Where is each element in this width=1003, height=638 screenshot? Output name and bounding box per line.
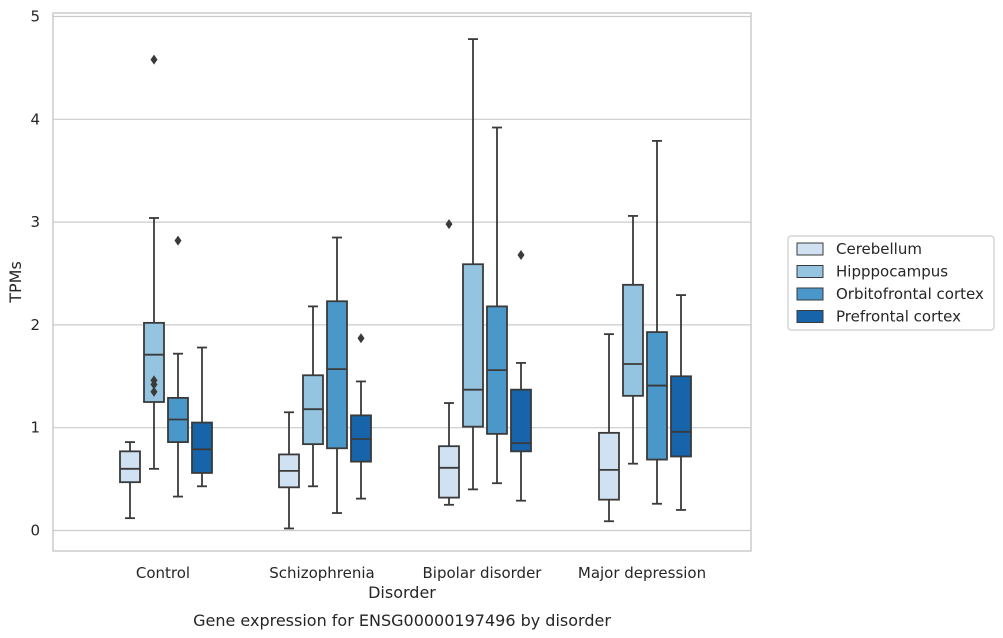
x-axis-title: Disorder (368, 583, 436, 602)
iqr-box (191, 421, 213, 474)
iqr-box (326, 300, 348, 450)
iqr-box (622, 283, 644, 397)
x-tick-label: Bipolar disorder (423, 564, 543, 582)
box-cerebellum (278, 411, 300, 530)
x-tick-labels: Control Schizophrenia Bipolar disorder Majo… (136, 564, 706, 582)
outlier-point (174, 235, 182, 246)
y-axis-title: TPMs (6, 261, 25, 304)
box-prefrontal-cortex (191, 346, 213, 488)
box-cerebellum (119, 441, 141, 520)
iqr-box (462, 263, 484, 428)
box-prefrontal-cortex (510, 249, 532, 502)
iqr-box (143, 321, 165, 403)
legend-label: Cerebellum (836, 240, 922, 258)
chart-caption: Gene expression for ENSG00000197496 by d… (193, 611, 611, 630)
legend-swatch (796, 242, 824, 256)
iqr-box (438, 445, 460, 499)
x-tick-label: Control (136, 564, 190, 582)
box-orbitofrontal-cortex (486, 126, 508, 485)
box-orbitofrontal-cortex (167, 235, 189, 498)
iqr-box (646, 331, 668, 461)
y-tick-label: 5 (30, 8, 40, 26)
x-tick-label: Major depression (578, 564, 706, 582)
outlier-point (517, 249, 525, 260)
y-tick-label: 1 (30, 419, 40, 437)
outlier-point (150, 386, 158, 397)
y-tick-label: 2 (30, 316, 40, 334)
legend-label: Orbitofrontal cortex (836, 285, 984, 303)
outlier-point (150, 54, 158, 65)
outlier-point (445, 219, 453, 230)
box-hipppocampus (622, 215, 644, 465)
outlier-point (357, 333, 365, 344)
y-tick-label: 3 (30, 213, 40, 231)
y-tick-label: 0 (30, 522, 40, 540)
legend-label: Hipppocampus (836, 263, 948, 281)
box-cerebellum (598, 333, 620, 523)
box-hipppocampus (302, 305, 324, 488)
iqr-box (598, 431, 620, 501)
iqr-box (670, 375, 692, 458)
box-hipppocampus (143, 54, 165, 470)
box-prefrontal-cortex (350, 333, 372, 500)
legend: Cerebellum Hipppocampus Orbitofrontal cort… (787, 235, 995, 331)
box-cerebellum (438, 219, 460, 506)
box-prefrontal-cortex (670, 294, 692, 511)
box-orbitofrontal-cortex (326, 236, 348, 514)
legend-swatch (796, 265, 824, 278)
box-layer (119, 38, 692, 530)
plot-frame (52, 12, 752, 552)
legend-frame (787, 235, 995, 331)
legend-label: Prefrontal cortex (836, 308, 961, 326)
outlier-point (150, 375, 158, 386)
box-hipppocampus (462, 38, 484, 491)
x-tick-label: Schizophrenia (269, 564, 374, 582)
iqr-box (119, 450, 141, 484)
box-orbitofrontal-cortex (646, 139, 668, 505)
legend-swatch (796, 310, 824, 323)
legend-swatch (796, 287, 824, 301)
y-tick-labels: 0 1 2 3 4 5 (30, 8, 40, 540)
y-tick-label: 4 (30, 110, 40, 128)
iqr-box (510, 388, 532, 453)
